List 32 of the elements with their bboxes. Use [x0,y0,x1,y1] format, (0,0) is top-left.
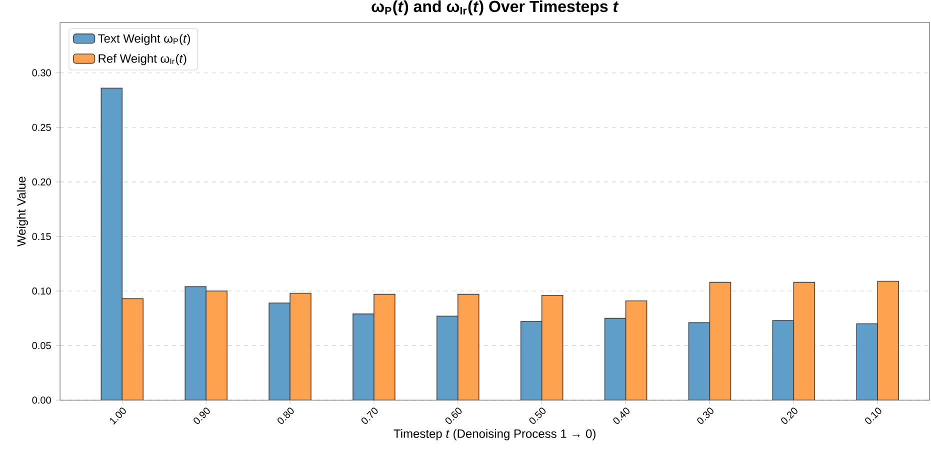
y-tick-label: 0.00 [32,396,51,404]
y-tick-label: 0.15 [32,233,51,240]
x-tick-label: 1.00 [110,408,126,425]
legend-label: Ref Weight ω$_{Ir}$(t) [98,54,186,66]
x-tick-label: 0.10 [865,408,882,424]
x-tick-label: 0.60 [445,408,462,424]
bar [793,282,816,400]
y-tick-label: 0.10 [32,288,51,295]
legend-label: Text Weight ω$_{P}$(t) [98,34,190,46]
x-tick-label: 0.20 [781,408,798,424]
y-tick-label: 0.30 [32,69,51,76]
y-tick-label: 0.25 [32,124,51,132]
x-tick-label: 0.40 [613,408,630,424]
x-tick-label: 0.90 [194,408,210,424]
bar [877,280,900,400]
y-tick-label: 0.20 [32,178,51,186]
chart-title: ω$_{P}$(t) and ω$_{Ir}$(t) Over Timesteps t [372,0,619,16]
y-axis-title: Weight Value [16,176,28,247]
y-tick-label: 0.05 [32,342,51,350]
bar [541,295,564,400]
x-tick-label: 0.30 [697,408,714,424]
bar [206,290,228,400]
bar [625,300,648,400]
bar [458,294,480,400]
x-tick-label: 0.70 [361,408,378,424]
bar [374,294,396,400]
bar [122,298,144,400]
bar [290,292,312,400]
x-axis-title: Timestep t (Denoising Process 1 → 0) [394,429,596,440]
bar [709,282,732,400]
x-tick-label: 0.80 [278,408,294,424]
x-tick-label: 0.50 [529,408,546,424]
